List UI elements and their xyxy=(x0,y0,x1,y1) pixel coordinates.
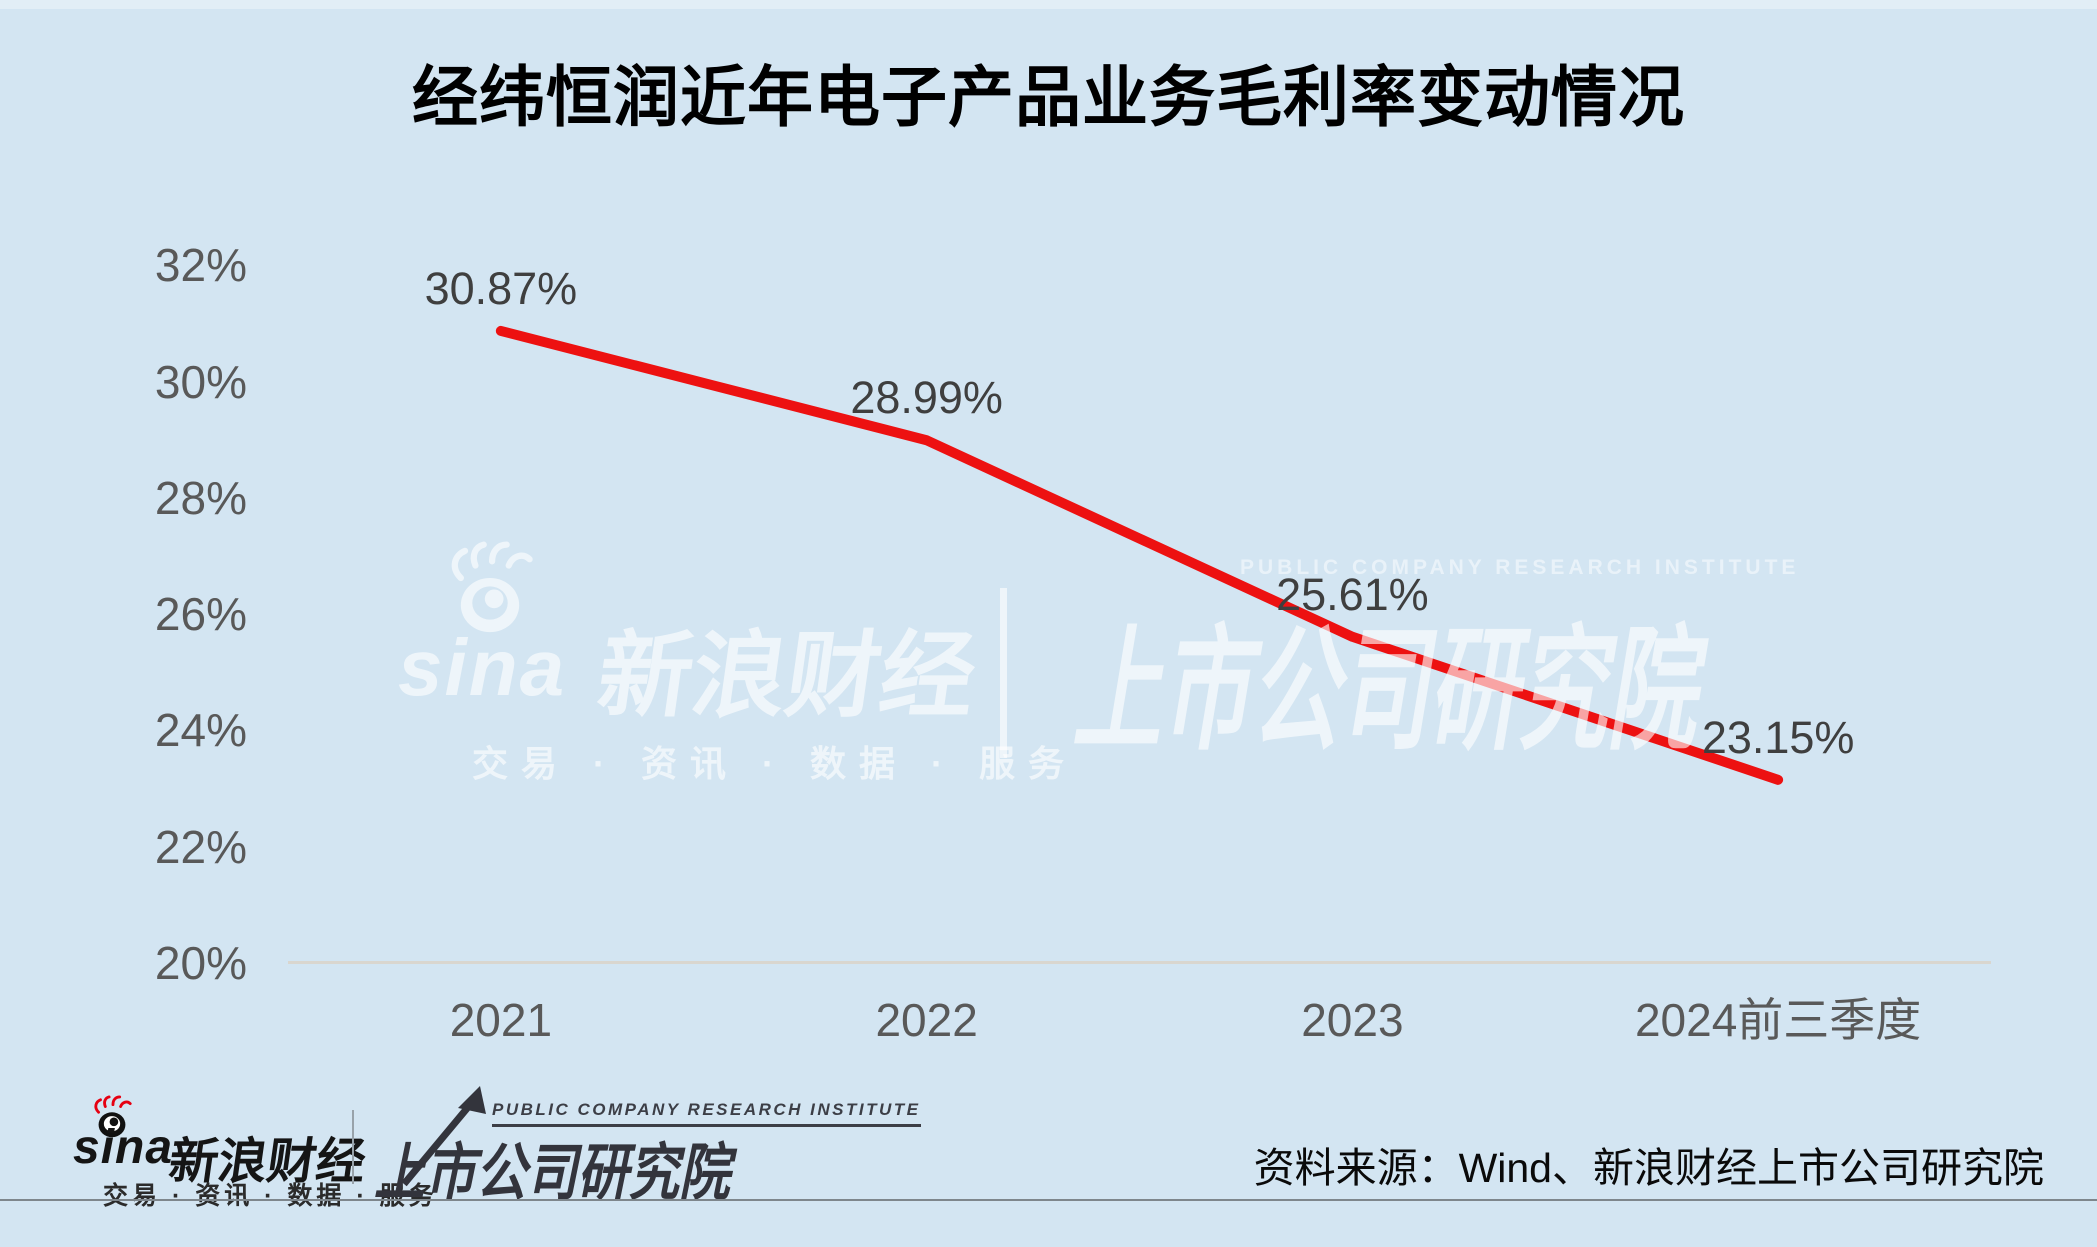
bottom-divider-line xyxy=(0,1199,2097,1201)
x-axis-category-label: 2023 xyxy=(1301,994,1404,1046)
top-edge-strip xyxy=(0,0,2097,9)
institute-wordmark: 上市公司研究院 xyxy=(374,1139,730,1208)
footer-vertical-divider xyxy=(352,1110,354,1184)
sina-tagline: 交易 · 资讯 · 数据 · 服务 xyxy=(103,1182,438,1210)
data-source-text: 资料来源：Wind、新浪财经上市公司研究院 xyxy=(1253,1145,2044,1191)
sina-eye-icon xyxy=(94,1095,132,1138)
x-axis-category-label: 2021 xyxy=(449,994,553,1046)
chart-title: 经纬恒润近年电子产品业务毛利率变动情况 xyxy=(412,60,1685,134)
research-institute-logo: PUBLIC COMPANY RESEARCH INSTITUTE 上市公司研究… xyxy=(374,1086,921,1208)
data-point-label: 23.15% xyxy=(1701,711,1855,763)
y-axis-tick-label: 22% xyxy=(154,820,247,873)
data-point-label: 25.61% xyxy=(1276,568,1429,620)
institute-english-caption: PUBLIC COMPANY RESEARCH INSTITUTE xyxy=(492,1100,921,1127)
y-axis-tick-label: 20% xyxy=(154,937,247,989)
y-axis-tick-label: 28% xyxy=(154,471,247,524)
x-axis-baseline xyxy=(288,961,1991,964)
y-axis-tick-label: 26% xyxy=(154,588,247,641)
data-point-label: 30.87% xyxy=(424,262,578,314)
sina-wordmark: sina xyxy=(73,1121,174,1174)
rising-arrow-icon xyxy=(401,1086,486,1187)
x-axis-category-label: 2024前三季度 xyxy=(1634,994,1922,1046)
footer: sina 新浪财经 交易 · 资讯 · 数据 · 服务 PUBLIC COMPA… xyxy=(0,1086,2097,1210)
gross-margin-trend-line xyxy=(495,325,1784,785)
y-axis-tick-label: 32% xyxy=(154,239,247,292)
y-axis-tick-label: 24% xyxy=(154,704,247,757)
sina-finance-logo: sina 新浪财经 交易 · 资讯 · 数据 · 服务 xyxy=(73,1094,434,1210)
x-axis-category-label: 2022 xyxy=(875,994,978,1046)
y-axis-tick-label: 30% xyxy=(154,355,247,408)
data-point-label: 28.99% xyxy=(850,372,1003,424)
